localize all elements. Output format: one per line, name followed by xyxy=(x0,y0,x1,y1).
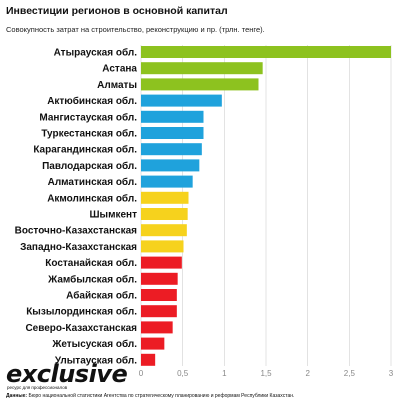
bar xyxy=(141,272,178,285)
chart-title: Инвестиции регионов в основной капитал xyxy=(6,5,228,17)
logo-tagline: ресурс для профессионалов xyxy=(7,385,68,390)
x-tick-label: 0 xyxy=(139,369,144,378)
bar-chart: 0 0,5 1 1,5 2 2,5 3 Атырауская обл. Астана Алматы… xyxy=(15,45,394,378)
category-label: Шымкент xyxy=(90,210,138,221)
bar xyxy=(141,159,200,172)
category-label: Мангистауская обл. xyxy=(39,111,137,123)
bar xyxy=(141,46,391,58)
bar xyxy=(141,78,259,91)
category-label: Акмолинская обл. xyxy=(47,192,137,204)
bar xyxy=(141,175,193,188)
category-label: Жетысуская обл. xyxy=(51,338,137,350)
category-label: Алматинская обл. xyxy=(48,176,138,188)
exclusive-logo: exclusive xyxy=(6,360,128,388)
category-label: Актюбинская обл. xyxy=(47,95,137,107)
source-note: Данные: Бюро национальной статистики Аге… xyxy=(6,393,294,399)
x-tick-label: 1 xyxy=(222,369,227,378)
bar xyxy=(141,337,165,350)
bar xyxy=(141,94,222,107)
bar xyxy=(141,127,204,139)
x-tick-label: 0,5 xyxy=(177,369,189,378)
x-tick-label: 1,5 xyxy=(260,369,272,378)
category-label: Северо-Казахстанская xyxy=(25,323,137,334)
bar xyxy=(141,191,189,204)
category-label: Павлодарская обл. xyxy=(42,160,137,172)
category-label: Кызылординская обл. xyxy=(26,306,137,318)
bar xyxy=(141,208,188,220)
bar xyxy=(141,289,177,301)
category-label: Астана xyxy=(102,64,137,75)
category-label: Алматы xyxy=(97,80,137,91)
bar xyxy=(141,62,263,75)
bar xyxy=(141,321,173,334)
bar xyxy=(141,224,187,237)
category-label: Костанайская обл. xyxy=(45,257,137,269)
source-label: Данные: xyxy=(6,393,28,399)
bar xyxy=(141,305,177,318)
category-label: Западно-Казахстанская xyxy=(20,242,137,253)
bar xyxy=(141,143,202,156)
x-tick-label: 2 xyxy=(305,369,310,378)
category-label: Карагандинская обл. xyxy=(33,144,137,156)
chart-subtitle: Совокупность затрат на строительство, ре… xyxy=(6,25,265,34)
category-label: Абайская обл. xyxy=(66,290,137,302)
category-label: Улытауская обл. xyxy=(55,354,137,366)
bar xyxy=(141,353,156,366)
category-label: Восточно-Казахстанская xyxy=(15,226,137,237)
bar xyxy=(141,240,184,253)
source-text: Бюро национальной статистики Агентства п… xyxy=(28,393,295,399)
category-label: Туркестанская обл. xyxy=(41,128,137,140)
category-label: Атырауская обл. xyxy=(54,47,138,59)
bar xyxy=(141,110,204,123)
x-tick-label: 2,5 xyxy=(344,369,356,378)
bar xyxy=(141,256,182,269)
x-tick-label: 3 xyxy=(389,369,394,378)
category-label: Жамбылская обл. xyxy=(47,273,137,285)
